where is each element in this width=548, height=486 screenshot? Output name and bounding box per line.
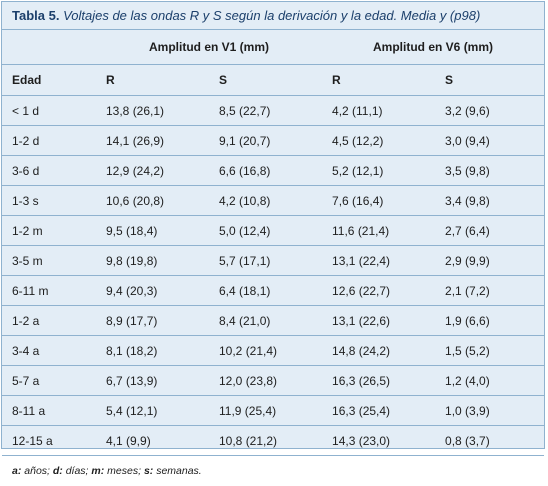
column-header-row: Edad R S R S bbox=[2, 64, 545, 96]
cell-v6-s: 1,2 (4,0) bbox=[435, 365, 545, 396]
cell-edad: 1-2 a bbox=[2, 305, 96, 336]
cell-v6-s: 2,1 (7,2) bbox=[435, 275, 545, 306]
cell-v1-r: 13,8 (26,1) bbox=[96, 95, 209, 126]
cell-v6-r: 4,2 (11,1) bbox=[322, 95, 436, 126]
cell-v6-r: 12,6 (22,7) bbox=[322, 275, 436, 306]
cell-v6-r: 14,3 (23,0) bbox=[322, 425, 436, 456]
table-row: 1-3 s 10,6 (20,8) 4,2 (10,8) 7,6 (16,4) 3,4 … bbox=[2, 185, 545, 216]
cell-v6-r: 11,6 (21,4) bbox=[322, 215, 436, 246]
cell-v6-s: 1,9 (6,6) bbox=[435, 305, 545, 336]
table-row: 8-11 a 5,4 (12,1) 11,9 (25,4) 16,3 (25,4) 1,… bbox=[2, 395, 545, 426]
voltage-table: Amplitud en V1 (mm) Amplitud en V6 (mm) … bbox=[2, 30, 545, 456]
cell-edad: 8-11 a bbox=[2, 395, 96, 426]
cell-v6-s: 2,9 (9,9) bbox=[435, 245, 545, 276]
column-header-v6-r: R bbox=[322, 64, 436, 96]
cell-v1-r: 14,1 (26,9) bbox=[96, 125, 209, 156]
cell-edad: 1-2 d bbox=[2, 125, 96, 156]
cell-v1-r: 5,4 (12,1) bbox=[96, 395, 209, 426]
cell-v6-r: 4,5 (12,2) bbox=[322, 125, 436, 156]
cell-v1-r: 10,6 (20,8) bbox=[96, 185, 209, 216]
cell-edad: 12-15 a bbox=[2, 425, 96, 456]
cell-edad: < 1 d bbox=[2, 95, 96, 126]
cell-v6-r: 13,1 (22,6) bbox=[322, 305, 436, 336]
cell-v6-s: 3,4 (9,8) bbox=[435, 185, 545, 216]
footnote-meaning: años; bbox=[21, 465, 53, 477]
table-row: 1-2 a 8,9 (17,7) 8,4 (21,0) 13,1 (22,6) 1,9 … bbox=[2, 305, 545, 336]
footnote-abbr: m: bbox=[91, 465, 105, 477]
cell-edad: 3-6 d bbox=[2, 155, 96, 186]
cell-v1-r: 9,5 (18,4) bbox=[96, 215, 209, 246]
cell-v6-s: 0,8 (3,7) bbox=[435, 425, 545, 456]
cell-v1-s: 5,7 (17,1) bbox=[209, 245, 323, 276]
table-row: 1-2 m 9,5 (18,4) 5,0 (12,4) 11,6 (21,4) 2,7 … bbox=[2, 215, 545, 246]
cell-v6-r: 16,3 (26,5) bbox=[322, 365, 436, 396]
table-row: 1-2 d 14,1 (26,9) 9,1 (20,7) 4,5 (12,2) 3,0 … bbox=[2, 125, 545, 156]
cell-v1-s: 5,0 (12,4) bbox=[209, 215, 323, 246]
cell-v1-r: 9,4 (20,3) bbox=[96, 275, 209, 306]
cell-v1-r: 8,9 (17,7) bbox=[96, 305, 209, 336]
column-header-v6-s: S bbox=[435, 64, 545, 96]
cell-v1-s: 8,4 (21,0) bbox=[209, 305, 323, 336]
cell-v6-s: 1,0 (3,9) bbox=[435, 395, 545, 426]
cell-v6-s: 3,5 (9,8) bbox=[435, 155, 545, 186]
cell-v6-r: 5,2 (12,1) bbox=[322, 155, 436, 186]
cell-edad: 1-3 s bbox=[2, 185, 96, 216]
cell-v1-s: 10,2 (21,4) bbox=[209, 335, 323, 366]
group-header-v1: Amplitud en V1 (mm) bbox=[96, 30, 323, 65]
cell-v6-r: 16,3 (25,4) bbox=[322, 395, 436, 426]
cell-v6-r: 14,8 (24,2) bbox=[322, 335, 436, 366]
table-row: 3-5 m 9,8 (19,8) 5,7 (17,1) 13,1 (22,4) 2,9 … bbox=[2, 245, 545, 276]
cell-v1-s: 9,1 (20,7) bbox=[209, 125, 323, 156]
column-header-v1-s: S bbox=[209, 64, 323, 96]
group-header-row: Amplitud en V1 (mm) Amplitud en V6 (mm) bbox=[2, 30, 545, 65]
table-body: < 1 d 13,8 (26,1) 8,5 (22,7) 4,2 (11,1) 3,2 … bbox=[2, 95, 545, 456]
table-caption: Tabla 5. Voltajes de las ondas R y S seg… bbox=[2, 2, 544, 30]
footnote-meaning: días; bbox=[62, 465, 92, 477]
cell-v1-s: 6,4 (18,1) bbox=[209, 275, 323, 306]
cell-v1-r: 4,1 (9,9) bbox=[96, 425, 209, 456]
table-frame: Tabla 5. Voltajes de las ondas R y S seg… bbox=[1, 1, 545, 477]
group-header-v6: Amplitud en V6 (mm) bbox=[322, 30, 545, 65]
footnote-meaning: semanas. bbox=[153, 465, 202, 477]
cell-v6-r: 7,6 (16,4) bbox=[322, 185, 436, 216]
footnote-abbr: a: bbox=[12, 465, 22, 477]
table-row: 3-6 d 12,9 (24,2) 6,6 (16,8) 5,2 (12,1) 3,5 … bbox=[2, 155, 545, 186]
table-row: 6-11 m 9,4 (20,3) 6,4 (18,1) 12,6 (22,7) 2,1… bbox=[2, 275, 545, 306]
cell-v6-s: 1,5 (5,2) bbox=[435, 335, 545, 366]
table-row: 5-7 a 6,7 (13,9) 12,0 (23,8) 16,3 (26,5) 1,2… bbox=[2, 365, 545, 396]
cell-edad: 3-4 a bbox=[2, 335, 96, 366]
cell-v1-s: 10,8 (21,2) bbox=[209, 425, 323, 456]
group-header-empty bbox=[2, 30, 96, 65]
cell-edad: 5-7 a bbox=[2, 365, 96, 396]
cell-v6-s: 2,7 (6,4) bbox=[435, 215, 545, 246]
caption-text: Voltajes de las ondas R y S según la der… bbox=[63, 8, 481, 23]
footnote-meaning: meses; bbox=[104, 465, 144, 477]
cell-v1-s: 6,6 (16,8) bbox=[209, 155, 323, 186]
cell-v1-r: 12,9 (24,2) bbox=[96, 155, 209, 186]
footnote-abbr: d: bbox=[52, 465, 63, 477]
cell-v6-s: 3,0 (9,4) bbox=[435, 125, 545, 156]
cell-edad: 6-11 m bbox=[2, 275, 96, 306]
cell-v1-r: 8,1 (18,2) bbox=[96, 335, 209, 366]
cell-v1-s: 12,0 (23,8) bbox=[209, 365, 323, 396]
cell-v1-r: 9,8 (19,8) bbox=[96, 245, 209, 276]
cell-v1-s: 11,9 (25,4) bbox=[209, 395, 323, 426]
table-footnote: a: años; d: días; m: meses; s: semanas. bbox=[2, 456, 544, 486]
cell-v1-r: 6,7 (13,9) bbox=[96, 365, 209, 396]
cell-v6-r: 13,1 (22,4) bbox=[322, 245, 436, 276]
caption-label: Tabla 5. bbox=[12, 8, 60, 23]
table-row: < 1 d 13,8 (26,1) 8,5 (22,7) 4,2 (11,1) 3,2 … bbox=[2, 95, 545, 126]
cell-v1-s: 8,5 (22,7) bbox=[209, 95, 323, 126]
column-header-v1-r: R bbox=[96, 64, 209, 96]
table-row: 12-15 a 4,1 (9,9) 10,8 (21,2) 14,3 (23,0) 0,… bbox=[2, 425, 545, 456]
cell-v1-s: 4,2 (10,8) bbox=[209, 185, 323, 216]
column-header-edad: Edad bbox=[2, 64, 96, 96]
table-row: 3-4 a 8,1 (18,2) 10,2 (21,4) 14,8 (24,2) 1,5… bbox=[2, 335, 545, 366]
cell-edad: 1-2 m bbox=[2, 215, 96, 246]
cell-v6-s: 3,2 (9,6) bbox=[435, 95, 545, 126]
cell-edad: 3-5 m bbox=[2, 245, 96, 276]
footnote-abbr: s: bbox=[143, 465, 154, 477]
